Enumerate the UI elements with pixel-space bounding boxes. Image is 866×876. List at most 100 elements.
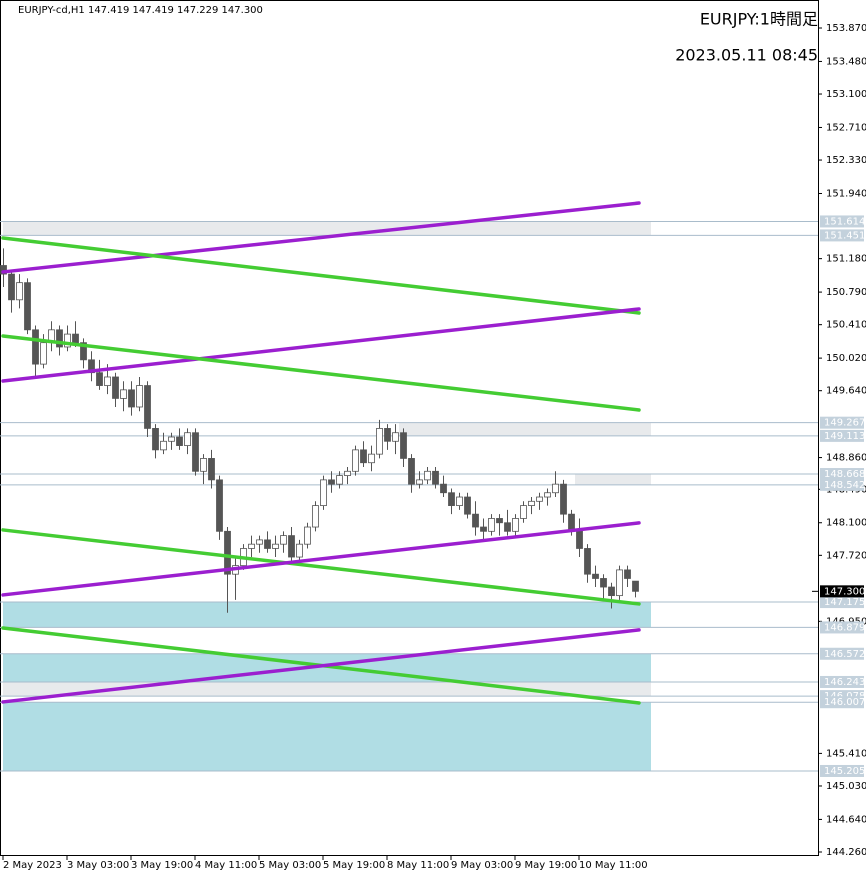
- candle-body: [168, 436, 175, 442]
- zone: [575, 474, 651, 485]
- candle-body: [72, 333, 79, 344]
- candle-body: [296, 543, 303, 558]
- y-tick-label: 153.870: [826, 23, 866, 34]
- candle-body: [184, 432, 191, 446]
- y-tick-label: 150.410: [826, 320, 866, 331]
- candle-body: [552, 483, 559, 494]
- candle-body: [536, 496, 543, 502]
- candle-body: [392, 432, 399, 442]
- chart-subtitle: 2023.05.11 08:45: [675, 46, 818, 65]
- candle-body: [136, 385, 143, 408]
- candle-body: [336, 475, 343, 485]
- level-label: 146.007: [824, 697, 865, 708]
- candle-body: [288, 535, 295, 558]
- candle-body: [352, 449, 359, 472]
- candle-body: [280, 535, 287, 545]
- candle-body: [264, 539, 271, 549]
- x-tick-label: 10 May 11:00: [579, 860, 648, 871]
- level-label: 145.205: [824, 766, 865, 777]
- trendline: [1, 628, 641, 704]
- candle-body: [528, 500, 535, 506]
- candle-body: [632, 580, 639, 592]
- candle-body: [144, 385, 151, 429]
- level-label: 149.113: [824, 431, 865, 442]
- trendline: [1, 307, 641, 383]
- y-tick-label: 150.790: [826, 287, 866, 298]
- level-label: 148.542: [824, 480, 865, 491]
- candle-body: [120, 389, 127, 399]
- level-label: 151.614: [824, 216, 865, 227]
- level-label-bg: [820, 696, 864, 709]
- level-label-bg: [820, 675, 864, 688]
- y-tick-label: 144.260: [826, 847, 866, 858]
- candle-body: [544, 492, 551, 498]
- zone: [3, 602, 651, 628]
- candle-body: [448, 492, 455, 506]
- x-tick-label: 9 May 03:00: [451, 860, 513, 871]
- candle-body: [160, 440, 167, 451]
- chart-title: EURJPY:1時間足: [700, 10, 818, 29]
- candle-body: [576, 530, 583, 549]
- candle-body: [0, 265, 7, 275]
- y-tick-label: 148.860: [826, 453, 866, 464]
- level-label-bg: [820, 647, 864, 660]
- candle-body: [472, 513, 479, 528]
- candle-body: [344, 470, 351, 476]
- y-tick-label: 152.330: [826, 155, 866, 166]
- candle-body: [312, 505, 319, 528]
- y-tick-label: 144.640: [826, 814, 866, 825]
- x-tick-label: 2 May 2023: [3, 860, 62, 871]
- zone: [3, 702, 651, 771]
- level-label: 146.243: [824, 677, 865, 688]
- candle-body: [56, 329, 63, 348]
- y-tick-label: 153.480: [826, 56, 866, 67]
- x-tick-label: 8 May 11:00: [387, 860, 449, 871]
- level-label: 147.175: [824, 597, 865, 608]
- candle-body: [608, 586, 615, 597]
- candle-body: [592, 573, 599, 579]
- trendline: [1, 528, 641, 606]
- candle-body: [416, 479, 423, 485]
- candle-body: [16, 282, 23, 301]
- candle-body: [464, 496, 471, 515]
- candle-body: [584, 548, 591, 575]
- candle-body: [32, 329, 39, 365]
- level-label-bg: [820, 596, 864, 609]
- x-tick-label: 4 May 11:00: [195, 860, 257, 871]
- candle-body: [304, 526, 311, 545]
- candle-body: [376, 428, 383, 455]
- level-label-bg: [820, 764, 864, 777]
- zone: [399, 422, 651, 436]
- candle-body: [200, 458, 207, 472]
- header: EURJPY-cd,H1 147.419 147.419 147.229 147…: [18, 5, 263, 16]
- level-label: 148.668: [824, 469, 865, 480]
- level-label: 146.879: [824, 622, 865, 633]
- candle-body: [432, 470, 439, 485]
- candle-body: [488, 518, 495, 532]
- y-tick-label: 147.720: [826, 550, 866, 561]
- y-tick-label: 149.640: [826, 386, 866, 397]
- candle-body: [424, 470, 431, 481]
- y-tick-label: 153.100: [826, 89, 866, 100]
- level-label-bg: [820, 429, 864, 442]
- trendline: [1, 521, 641, 597]
- candle-body: [504, 522, 511, 532]
- candle-body: [224, 530, 231, 575]
- y-tick-label: 145.030: [826, 781, 866, 792]
- level-label: 146.572: [824, 649, 865, 660]
- candle-body: [24, 282, 31, 331]
- x-tick-label: 9 May 19:00: [515, 860, 577, 871]
- level-label-bg: [820, 215, 864, 228]
- level-label: 151.451: [824, 230, 865, 241]
- candle-body: [480, 526, 487, 532]
- candle-body: [80, 342, 87, 361]
- candle-body: [520, 505, 527, 519]
- candle-body: [128, 389, 135, 408]
- candle-body: [152, 428, 159, 451]
- candle-body: [248, 543, 255, 549]
- level-label-bg: [820, 468, 864, 481]
- y-tick-label: 151.940: [826, 188, 866, 199]
- candle-body: [40, 342, 47, 365]
- candle-body: [496, 518, 503, 524]
- candle-body: [320, 479, 327, 506]
